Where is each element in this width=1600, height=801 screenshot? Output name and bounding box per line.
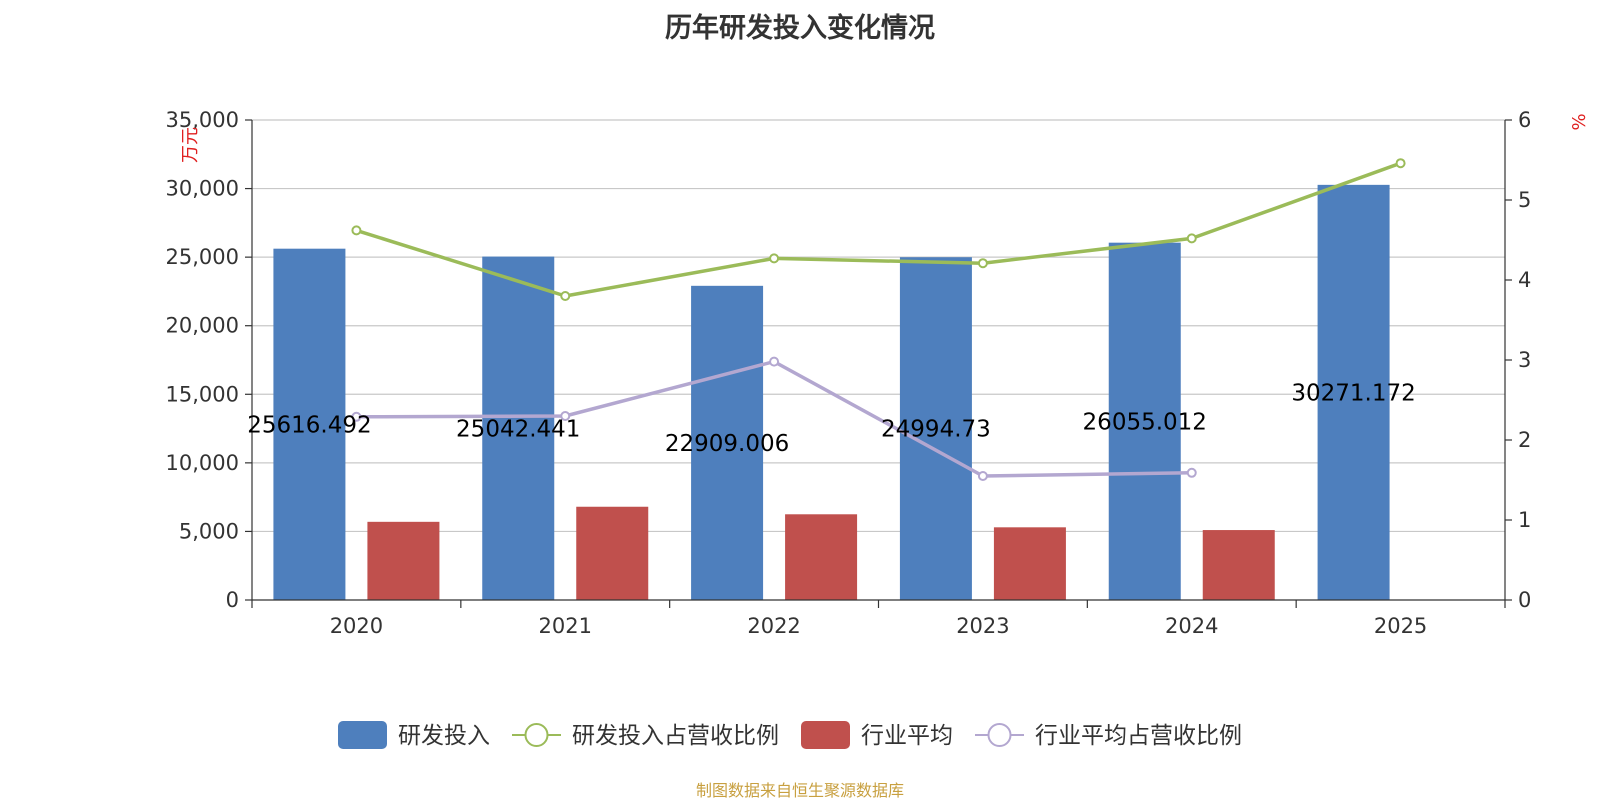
x-tick-label: 2020 [330, 614, 383, 638]
bar-industry [576, 506, 649, 600]
source-note: 制图数据来自恒生聚源数据库 [695, 781, 904, 800]
right-axis-unit: % [1569, 113, 1590, 130]
series-line-rd-ratio [355, 161, 1402, 298]
left-tick-label: 5,000 [179, 519, 239, 543]
bar-rd [691, 285, 764, 600]
left-tick-label: 30,000 [166, 177, 239, 201]
line-point [351, 225, 362, 236]
legend-swatch-marker [987, 723, 1012, 747]
x-tick-label: 2023 [956, 614, 1009, 638]
bar-rd [899, 257, 972, 600]
data-label: 25042.441 [456, 416, 580, 442]
grid-layer [252, 119, 1505, 533]
line-point [560, 411, 571, 421]
line-point [1395, 158, 1406, 169]
right-tick-label: 5 [1518, 188, 1531, 212]
legend-label: 行业平均 [861, 723, 953, 749]
line-layer [351, 158, 1406, 481]
right-tick-label: 3 [1518, 348, 1531, 372]
right-tick-label: 4 [1518, 268, 1531, 292]
bar-rd [482, 256, 555, 600]
legend-label: 行业平均占营收比例 [1035, 723, 1242, 749]
left-tick-label: 10,000 [166, 451, 239, 475]
x-tick-label: 2021 [539, 614, 592, 638]
bar-industry [367, 521, 440, 600]
bar-rd [273, 248, 346, 600]
left-axis-unit: 万元 [180, 127, 201, 163]
line-point [1186, 233, 1197, 244]
left-tick-label: 20,000 [166, 314, 239, 338]
label-layer: 25616.492 25042.441 22909.006 24994.73 26055… [247, 380, 1416, 456]
line-point [977, 471, 988, 481]
legend-swatch-bar [801, 721, 850, 749]
bar-industry [785, 514, 858, 600]
bar-industry [1202, 530, 1275, 600]
line-point [769, 356, 780, 367]
left-tick-label: 25,000 [166, 245, 239, 269]
left-tick-label: 35,000 [166, 108, 239, 132]
right-tick-label: 2 [1518, 428, 1531, 452]
line-point [769, 253, 780, 264]
legend-label: 研发投入占营收比例 [572, 723, 779, 749]
legend-swatch-bar [338, 721, 387, 749]
x-tick-label: 2024 [1165, 614, 1218, 638]
legend-label: 研发投入 [398, 723, 490, 749]
legend-swatch-marker [524, 723, 549, 747]
bar-layer [273, 184, 1390, 601]
chart-title: 历年研发投入变化情况 [665, 13, 935, 44]
bar-rd [1108, 242, 1181, 600]
line-point [560, 291, 571, 301]
x-tick-label: 2022 [747, 614, 800, 638]
left-tick-label: 0 [226, 588, 239, 612]
right-tick-label: 0 [1518, 588, 1531, 612]
legend: 研发投入 研发投入占营收比例 行业平均 行业平均占营收比例 [338, 721, 1242, 749]
line-point [351, 411, 362, 422]
left-tick-label: 15,000 [166, 382, 239, 406]
data-label: 24994.73 [881, 417, 991, 443]
data-label: 25616.492 [247, 412, 371, 438]
right-tick-label: 1 [1518, 508, 1531, 532]
line-point [977, 258, 988, 269]
bar-rd [1317, 184, 1390, 601]
bar-industry [993, 527, 1066, 600]
data-label: 30271.172 [1291, 380, 1415, 406]
axis-layer: 0 5,000 10,000 15,000 20,000 25,000 30,000 35,0… [166, 108, 1590, 638]
line-point [1186, 467, 1197, 478]
data-label: 22909.006 [665, 431, 789, 457]
x-tick-label: 2025 [1374, 614, 1427, 638]
data-label: 26055.012 [1083, 409, 1207, 435]
right-tick-label: 6 [1518, 108, 1531, 132]
